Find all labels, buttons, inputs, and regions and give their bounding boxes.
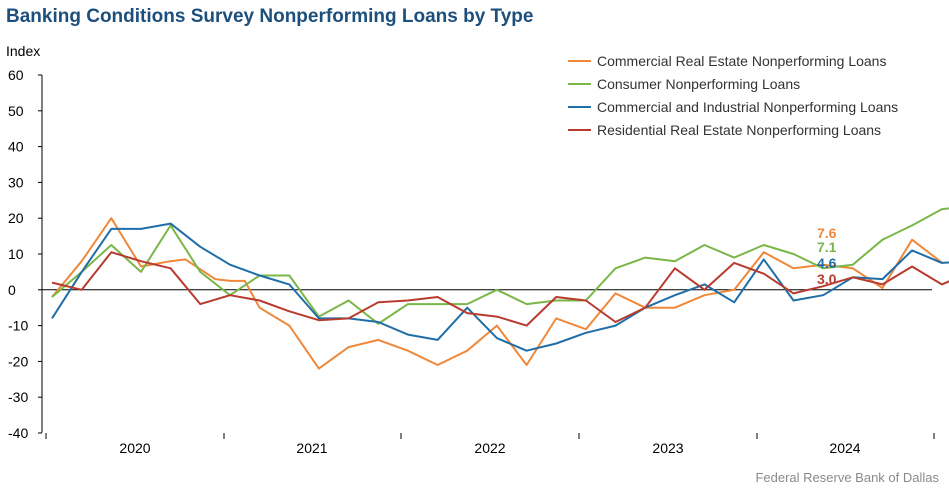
x-tick-label: 2023 [652, 440, 683, 456]
series-line-4 [51, 251, 949, 327]
y-tick-label: 50 [8, 103, 24, 119]
axes: -40 -30 -20 -10 0 10 20 30 40 50 60 Index 2020 2021 20… [6, 43, 935, 456]
y-tick-label: -30 [8, 389, 28, 405]
series-line-2 [51, 207, 949, 325]
x-tick-label: 2021 [296, 440, 327, 456]
series-line-3 [51, 222, 949, 352]
end-value-label-2: 7.1 [817, 239, 837, 255]
y-tick-label: 30 [8, 174, 24, 190]
y-tick-label: 10 [8, 246, 24, 262]
y-tick-label: 60 [8, 67, 24, 83]
y-tick-label: 20 [8, 210, 24, 226]
y-tick-label: -40 [8, 425, 28, 441]
x-tick-label: 2024 [829, 440, 860, 456]
end-value-label-1: 7.6 [817, 225, 837, 241]
legend-label-4: Residential Real Estate Nonperforming Lo… [597, 122, 881, 138]
y-axis-label: Index [6, 43, 40, 59]
legend: Commercial Real Estate Nonperforming Loa… [568, 53, 898, 138]
end-value-label-3: 4.6 [817, 255, 837, 271]
end-labels: 7.67.14.63.0 [817, 225, 837, 287]
legend-label-1: Commercial Real Estate Nonperforming Loa… [597, 53, 886, 69]
series-line-1 [51, 217, 943, 370]
y-tick-label: 0 [8, 282, 16, 298]
y-tick-label: -20 [8, 353, 28, 369]
y-tick-label: -10 [8, 318, 28, 334]
source-note: Federal Reserve Bank of Dallas [755, 470, 939, 485]
x-tick-label: 2020 [119, 440, 150, 456]
end-value-label-4: 3.0 [817, 271, 837, 287]
x-tick-label: 2022 [474, 440, 505, 456]
series-lines [51, 207, 949, 370]
chart-title: Banking Conditions Survey Nonperforming … [6, 6, 534, 27]
legend-label-2: Consumer Nonperforming Loans [597, 76, 800, 92]
y-tick-label: 40 [8, 139, 24, 155]
legend-label-3: Commercial and Industrial Nonperforming … [597, 99, 898, 115]
